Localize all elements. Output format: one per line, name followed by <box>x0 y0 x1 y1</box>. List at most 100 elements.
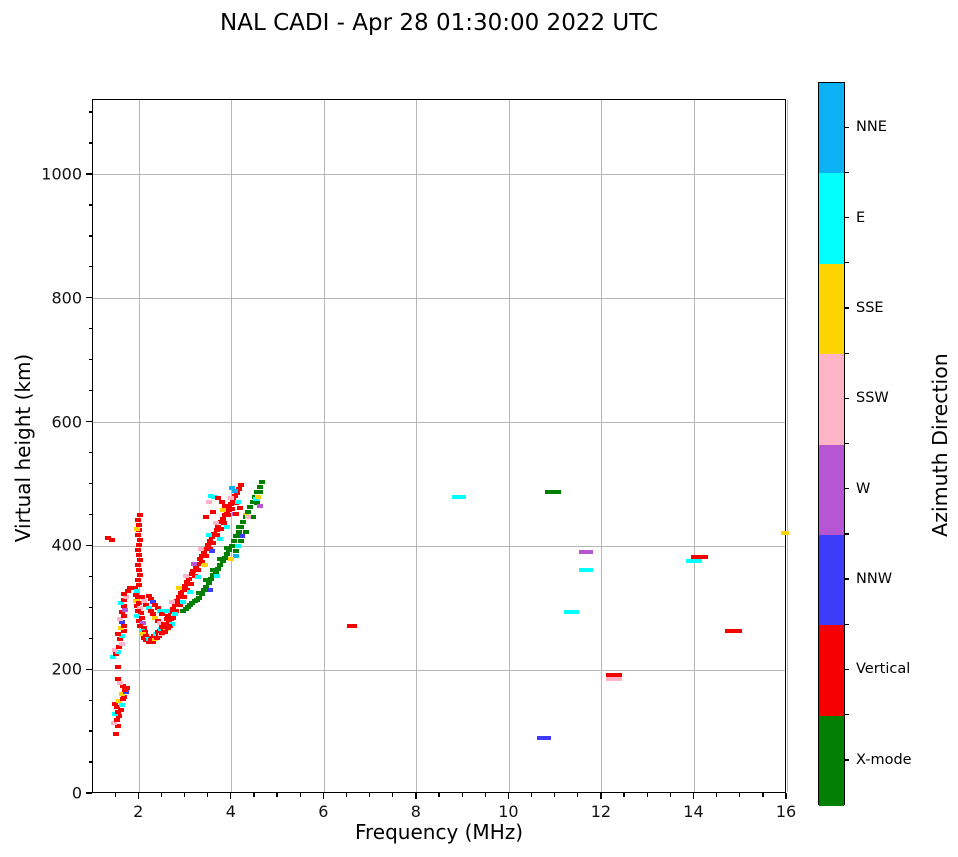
data-point <box>202 546 209 551</box>
y-minor-tick <box>88 235 92 237</box>
data-point <box>254 501 261 506</box>
y-minor-tick <box>88 204 92 206</box>
y-minor-tick <box>88 359 92 361</box>
data-point <box>183 574 190 579</box>
data-point <box>164 626 171 631</box>
data-point <box>114 649 121 654</box>
data-point <box>186 576 193 581</box>
colorbar-tick <box>845 216 849 219</box>
data-point <box>578 549 593 554</box>
y-major-tick <box>86 792 92 794</box>
x-tick-label: 12 <box>590 802 612 821</box>
data-point <box>157 609 164 614</box>
data-point <box>121 623 128 628</box>
data-point <box>134 527 141 532</box>
data-point <box>213 574 220 579</box>
x-axis-label: Frequency (MHz) <box>354 820 524 844</box>
y-tick-label: 800 <box>51 288 82 308</box>
data-point <box>159 612 166 617</box>
data-point <box>136 601 143 606</box>
data-point <box>120 629 127 634</box>
data-point <box>136 523 143 528</box>
data-point <box>225 513 232 518</box>
data-point <box>217 562 224 567</box>
data-point <box>254 494 261 499</box>
data-point <box>139 621 146 626</box>
data-point <box>121 694 128 699</box>
data-point <box>159 624 166 629</box>
data-point <box>168 600 175 605</box>
y-major-tick <box>86 173 92 175</box>
data-point <box>347 623 358 628</box>
data-point <box>157 621 164 626</box>
y-minor-tick <box>88 482 92 485</box>
data-point <box>205 542 212 547</box>
x-gridline <box>601 100 603 792</box>
data-point <box>173 599 180 604</box>
data-point <box>136 567 143 572</box>
data-point <box>242 529 249 534</box>
data-point <box>140 626 147 631</box>
x-gridline <box>786 100 788 792</box>
data-point <box>221 555 228 560</box>
data-point <box>123 690 130 695</box>
data-point <box>249 514 256 519</box>
data-point <box>140 598 147 603</box>
colorbar-boundary-tick <box>845 171 849 174</box>
x-tick-label: 2 <box>133 802 144 821</box>
x-minor-tick <box>716 793 718 797</box>
data-point <box>244 509 251 514</box>
data-point <box>227 501 234 506</box>
data-point <box>188 572 195 577</box>
y-minor-tick <box>88 699 92 701</box>
data-point <box>120 613 127 618</box>
data-point <box>119 634 126 639</box>
data-point <box>137 623 144 628</box>
x-minor-tick <box>369 793 371 797</box>
x-gridline <box>138 100 140 792</box>
data-point <box>138 595 145 600</box>
y-gridline <box>93 422 785 424</box>
data-point <box>118 641 125 646</box>
data-point <box>111 647 118 652</box>
data-point <box>116 699 123 704</box>
data-point <box>578 567 593 572</box>
data-point <box>249 499 256 504</box>
data-point <box>138 628 145 633</box>
data-point <box>203 578 210 583</box>
colorbar-label-e: E <box>856 209 866 226</box>
colorbar-segment-x-mode <box>819 715 844 806</box>
data-point <box>187 590 194 595</box>
data-point <box>227 556 234 561</box>
data-point <box>210 573 217 578</box>
data-point <box>545 489 562 494</box>
y-minor-tick <box>88 575 92 577</box>
data-point <box>219 559 226 564</box>
data-point <box>118 609 125 614</box>
data-point <box>169 616 176 621</box>
y-major-tick <box>86 297 92 299</box>
data-point <box>194 561 201 566</box>
data-point <box>125 588 132 593</box>
data-point <box>176 595 183 600</box>
data-point <box>227 496 234 501</box>
colorbar-segment-w <box>819 444 844 535</box>
x-minor-tick <box>299 793 301 797</box>
y-minor-tick <box>88 761 92 763</box>
y-gridline <box>93 298 785 300</box>
x-tick-label: 8 <box>410 802 421 821</box>
data-point <box>137 606 144 611</box>
data-point <box>215 524 222 529</box>
data-point <box>451 494 466 499</box>
data-point <box>258 479 265 484</box>
data-point <box>152 603 159 608</box>
data-point <box>240 519 247 524</box>
data-point <box>686 558 703 563</box>
x-gridline <box>416 100 418 792</box>
data-point <box>115 713 122 718</box>
x-minor-tick <box>623 793 625 797</box>
data-point <box>133 598 140 603</box>
data-point <box>254 489 261 494</box>
colorbar-axis-label: Azimuth Direction <box>928 353 952 537</box>
colorbar-label-x-mode: X-mode <box>856 751 912 768</box>
